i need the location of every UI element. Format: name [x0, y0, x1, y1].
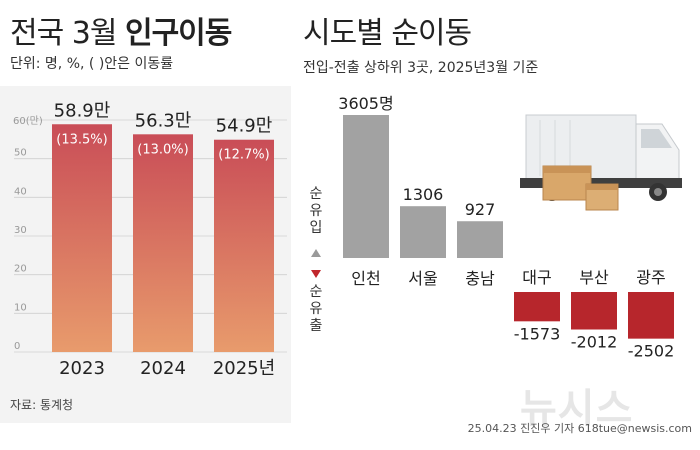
y-tick-label: 60(만): [13, 115, 43, 127]
category-label: 충남: [465, 269, 495, 288]
bar: [400, 206, 446, 258]
value-label: 927: [465, 200, 496, 219]
right-title: 시도별 순이동: [303, 16, 472, 51]
positive-axis-label-char: 입: [310, 220, 323, 236]
value-label: -2012: [571, 333, 618, 352]
bar: [214, 139, 274, 352]
value-label: 56.3만: [135, 110, 192, 131]
category-label: 인천: [351, 269, 380, 288]
value-label: 54.9만: [216, 116, 273, 137]
down-arrow-icon: [311, 270, 321, 278]
negative-axis-label-char: 순: [310, 284, 323, 300]
watermark-logo: 뉴시스: [520, 386, 634, 432]
y-tick-label: 0: [14, 341, 20, 352]
bar: [457, 221, 503, 258]
y-tick-label: 10: [14, 302, 27, 313]
positive-axis-label-char: 순: [310, 186, 323, 202]
category-label: 부산: [579, 268, 609, 287]
category-label: 서울: [408, 269, 437, 288]
value-label: 58.9만: [54, 100, 111, 121]
bar: [133, 134, 193, 352]
source-note: 자료: 통계청: [10, 398, 74, 412]
bar: [514, 292, 560, 322]
truck-illustration: [520, 114, 682, 211]
value-label: 3605명: [338, 94, 393, 113]
y-tick-label: 40: [14, 186, 27, 197]
negative-axis-label-char: 출: [310, 318, 323, 334]
national-migration-chart: 0 10 20 30 40 50 60(만) 58.9만 (13.5%) 2023 56.3만 (13…: [13, 100, 287, 379]
value-label: -1573: [514, 324, 561, 343]
bar: [52, 124, 112, 353]
category-label: 2023: [59, 358, 105, 379]
bar: [343, 115, 389, 258]
value-label: 1306: [403, 185, 444, 204]
bar: [571, 292, 617, 330]
y-tick-label: 50: [14, 148, 27, 159]
left-subtitle: 단위: 명, %, ( )안은 이동률: [10, 56, 174, 72]
bar: [628, 292, 674, 339]
y-tick-label: 30: [14, 225, 27, 236]
positive-axis-label-char: 유: [310, 203, 323, 219]
category-label: 광주: [636, 268, 665, 287]
up-arrow-icon: [311, 249, 321, 257]
credit-line: 25.04.23 진진우 기자 618tue@newsis.com: [467, 422, 692, 435]
category-label: 2024: [140, 358, 186, 379]
category-label: 대구: [522, 268, 551, 287]
value-label: -2502: [628, 342, 675, 361]
negative-axis-label-char: 유: [310, 301, 323, 317]
left-title: 전국 3월 인구이동: [10, 16, 232, 51]
category-label: 2025년: [213, 358, 275, 379]
right-subtitle: 전입-전출 상하위 3곳, 2025년3월 기준: [303, 60, 539, 76]
y-tick-label: 20: [14, 264, 27, 275]
rate-label: (13.5%): [56, 132, 107, 147]
rate-label: (12.7%): [218, 148, 269, 163]
rate-label: (13.0%): [137, 142, 188, 157]
